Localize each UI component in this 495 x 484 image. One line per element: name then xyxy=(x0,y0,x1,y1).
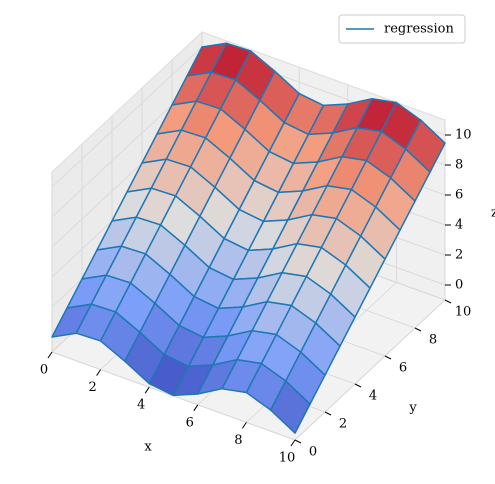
x-axis-label: x xyxy=(144,440,152,455)
y-axis-label: y xyxy=(408,401,417,416)
y-tick-label: 6 xyxy=(399,361,407,376)
x-tick-label: 0 xyxy=(40,363,48,378)
y-tick-label: 4 xyxy=(369,389,377,404)
y-tick xyxy=(354,383,362,388)
z-tick-label: 2 xyxy=(455,248,463,263)
x-tick xyxy=(241,422,247,429)
x-tick xyxy=(47,351,53,359)
x-tick-label: 8 xyxy=(234,433,242,448)
y-tick-label: 2 xyxy=(339,417,347,432)
legend: regression xyxy=(338,14,466,44)
grid-line xyxy=(294,299,446,441)
y-tick-label: 0 xyxy=(309,445,317,460)
z-tick-label: 6 xyxy=(455,188,463,203)
x-tick-label: 6 xyxy=(186,415,194,430)
surface-face xyxy=(269,380,311,434)
x-tick xyxy=(144,386,150,394)
x-tick xyxy=(193,404,199,412)
x-tick xyxy=(96,369,102,376)
x-tick xyxy=(290,439,296,447)
y-tick xyxy=(324,411,332,416)
z-tick-label: 8 xyxy=(455,158,463,173)
y-tick xyxy=(444,299,452,304)
z-tick-label: 4 xyxy=(455,218,463,233)
x-tick-label: 4 xyxy=(137,398,145,413)
x-tick-label: 10 xyxy=(279,451,296,466)
y-tick-label: 8 xyxy=(429,333,437,348)
grid-line xyxy=(51,46,203,188)
z-tick-label: 0 xyxy=(455,278,463,293)
y-tick xyxy=(294,439,302,444)
legend-box xyxy=(338,14,466,44)
y-tick xyxy=(414,327,422,332)
legend-label: regression xyxy=(384,22,454,37)
ticks: 0 2 4 6 8 10 0 2 4 6 8 10 0 2 4 6 8 10 xyxy=(40,128,472,466)
y-tick xyxy=(384,355,392,360)
z-tick-label: 10 xyxy=(455,128,472,143)
surface xyxy=(51,42,446,434)
z-axis-label: z xyxy=(491,206,495,221)
y-tick-label: 10 xyxy=(455,305,472,320)
x-tick-label: 2 xyxy=(88,380,96,395)
